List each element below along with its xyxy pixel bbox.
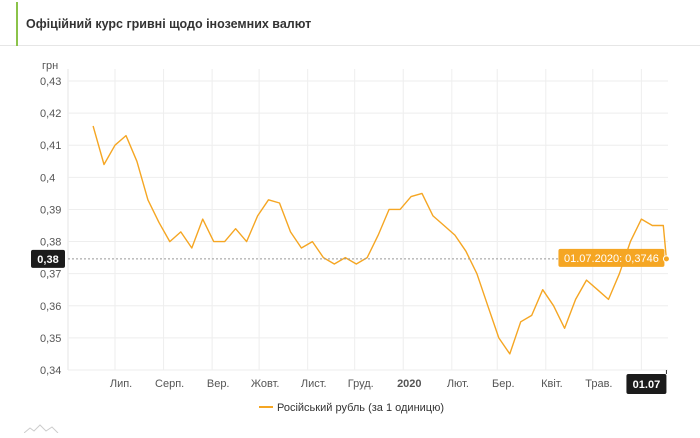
x-tick-label: Бер. bbox=[492, 378, 515, 390]
page-title: Офіційний курс гривні щодо іноземних вал… bbox=[26, 17, 312, 31]
y-tick-label: 0,39 bbox=[40, 204, 61, 216]
tooltip-label: 01.07.2020: 0,3746 bbox=[564, 253, 659, 265]
y-tick-label: 0,41 bbox=[40, 140, 61, 152]
x-tick-label: Лип. bbox=[110, 378, 132, 390]
exchange-rate-chart: грн 0,43 0,42 0,41 0,4 0,39 0,38 0,37 0,36 0,35 0,… bbox=[31, 60, 670, 414]
legend-label-rub: Російський рубль (за 1 одиницю) bbox=[277, 402, 444, 414]
x-tick-label: Вер. bbox=[207, 378, 230, 390]
logo-icon bbox=[23, 420, 68, 434]
x-tick-label: Жовт. bbox=[251, 378, 280, 390]
x-axis-badge-label: 01.07 bbox=[633, 379, 661, 391]
x-tick-label: Лист. bbox=[301, 378, 327, 390]
header-bar: Офіційний курс гривні щодо іноземних вал… bbox=[0, 0, 700, 46]
y-tick-label: 0,42 bbox=[40, 108, 61, 120]
tooltip-bg bbox=[558, 248, 665, 267]
x-tick-label: Серп. bbox=[155, 378, 184, 390]
y-tick-label: 0,35 bbox=[40, 333, 61, 345]
x-tick-label: Лют. bbox=[447, 378, 469, 390]
x-tick-label: Квіт. bbox=[541, 378, 563, 390]
x-axis-badge-bg bbox=[626, 374, 667, 394]
y-tick-label: 0,4 bbox=[40, 172, 55, 184]
header-accent-bar bbox=[16, 2, 18, 46]
x-tick-label: Груд. bbox=[348, 378, 374, 390]
y-tick-label: 0,34 bbox=[40, 365, 61, 377]
series-line-rub bbox=[92, 125, 668, 355]
x-tick-label: 2020 bbox=[397, 378, 421, 390]
y-axis-unit-label: грн bbox=[42, 60, 58, 72]
y-tick-label: 0,38 bbox=[40, 237, 61, 249]
y-axis-badge-bg bbox=[31, 249, 65, 268]
tooltip-point bbox=[662, 255, 670, 263]
y-tick-label: 0,43 bbox=[40, 76, 61, 88]
y-axis-badge-label: 0,38 bbox=[37, 254, 58, 266]
x-tick-label: Трав. bbox=[585, 378, 612, 390]
y-tick-label: 0,36 bbox=[40, 301, 61, 313]
y-tick-label: 0,37 bbox=[40, 269, 61, 281]
